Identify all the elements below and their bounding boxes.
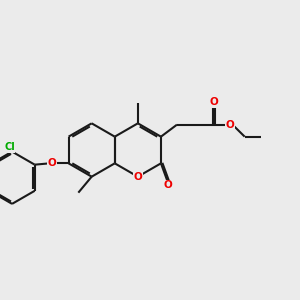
Text: O: O	[48, 158, 56, 168]
Text: O: O	[134, 172, 142, 182]
Text: Cl: Cl	[4, 142, 15, 152]
Text: O: O	[209, 97, 218, 107]
Text: O: O	[163, 180, 172, 190]
Text: O: O	[226, 120, 234, 130]
